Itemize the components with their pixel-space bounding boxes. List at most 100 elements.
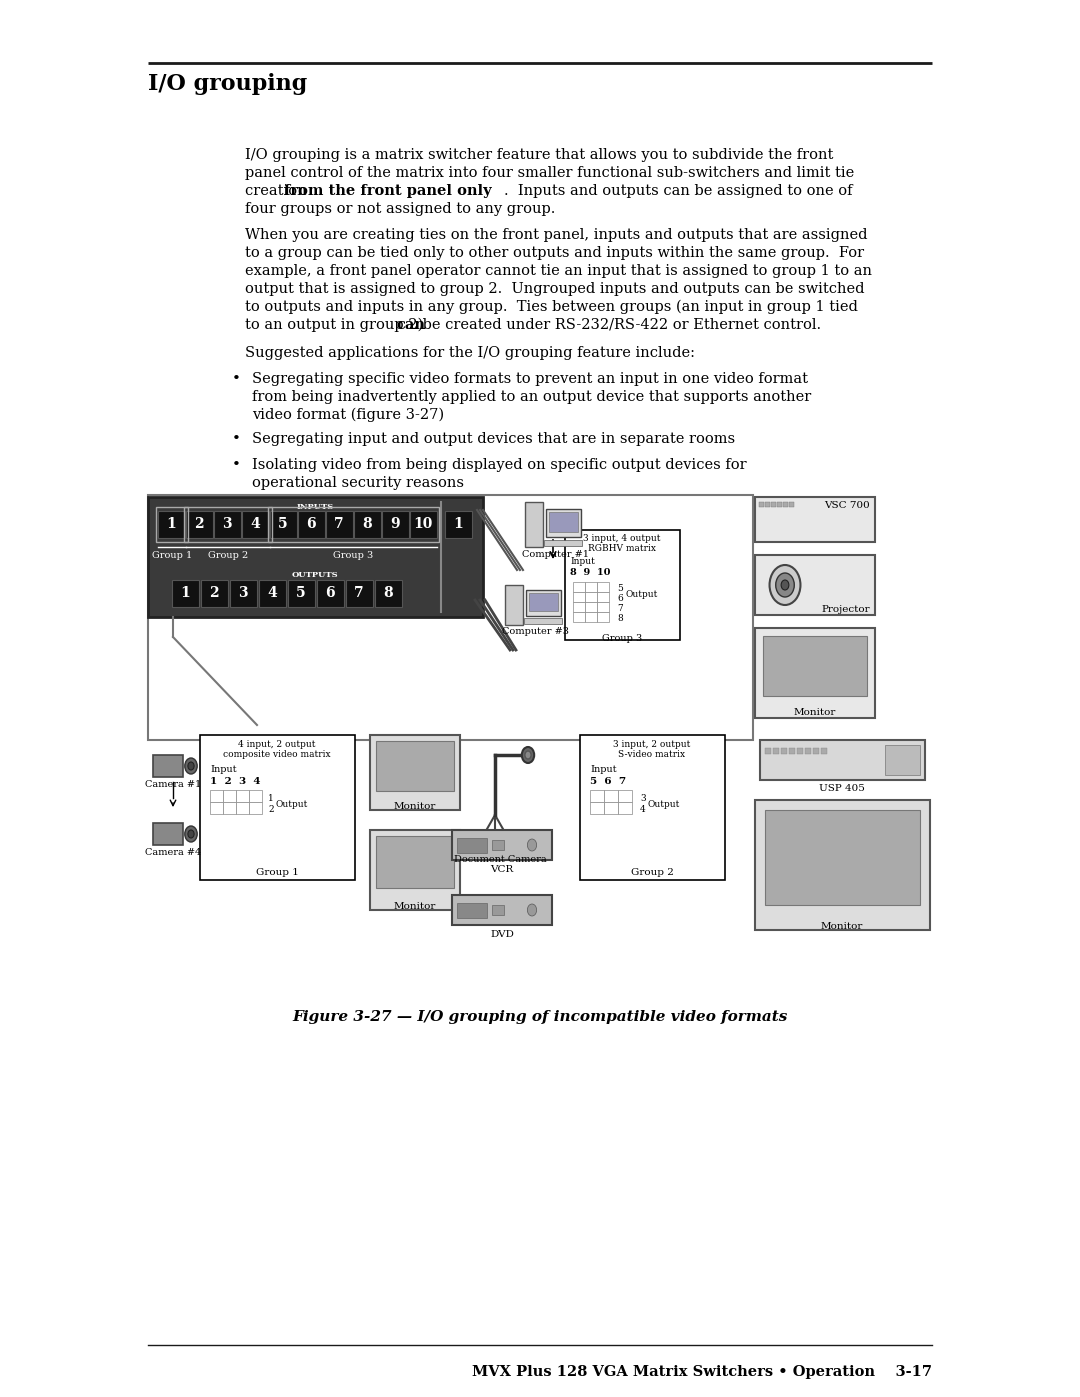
Text: operational security reasons: operational security reasons [252,476,464,490]
Text: 4 input, 2 output: 4 input, 2 output [239,740,315,749]
Text: Output: Output [648,800,680,809]
Bar [153,754,183,777]
Text: 1: 1 [180,585,190,599]
Bar [618,802,632,814]
Text: 3 input, 4 output: 3 input, 4 output [583,534,661,543]
Bar [573,612,585,622]
Bar [346,580,373,608]
Text: 3: 3 [222,517,232,531]
Bar [765,747,771,754]
Bar [375,580,402,608]
Bar [585,583,597,592]
Bar [597,612,609,622]
Bar [382,511,409,538]
Circle shape [188,830,194,838]
Bar [249,789,262,802]
Text: USP 405: USP 405 [819,784,865,793]
Bar [525,502,543,548]
Bar [597,583,609,592]
Text: 5: 5 [617,584,623,592]
Text: Group 3: Group 3 [333,550,373,560]
Bar [590,802,604,814]
Bar [585,612,597,622]
Text: •: • [232,432,241,446]
Text: Monitor: Monitor [394,902,436,911]
Text: VSC 700: VSC 700 [824,502,870,510]
Bar [156,507,188,542]
Text: .  Inputs and outputs can be assigned to one of: . Inputs and outputs can be assigned to … [504,184,852,198]
Text: output that is assigned to group 2.  Ungrouped inputs and outputs can be switche: output that is assigned to group 2. Ungr… [245,282,864,296]
Text: from being inadvertently applied to an output device that supports another: from being inadvertently applied to an o… [252,390,811,404]
Text: 3: 3 [239,585,247,599]
Text: 8: 8 [617,615,623,623]
Bar [242,511,269,538]
Bar [184,507,272,542]
Text: 6: 6 [325,585,335,599]
Bar [765,810,920,905]
Bar [789,747,795,754]
Text: 3: 3 [640,793,646,803]
Bar [755,555,875,615]
Circle shape [770,564,800,605]
Text: Figure 3-27 — I/O grouping of incompatible video formats: Figure 3-27 — I/O grouping of incompatib… [293,1010,787,1024]
Text: 4: 4 [267,585,276,599]
Bar [546,509,581,536]
Text: 6: 6 [617,594,623,604]
Text: Camera #4: Camera #4 [145,848,201,856]
Bar [783,502,788,507]
Bar [590,789,604,802]
Bar [214,511,241,538]
Bar [376,740,454,791]
Bar [760,740,924,780]
Bar [597,602,609,612]
Bar [573,602,585,612]
Bar [222,789,237,802]
Bar [453,895,552,925]
Text: •: • [232,458,241,472]
Bar [771,502,777,507]
Bar [326,511,353,538]
Text: 2: 2 [194,517,204,531]
Bar [270,511,297,538]
Bar [755,629,875,718]
Text: 1: 1 [454,517,463,531]
Circle shape [522,747,535,763]
Bar [885,745,920,775]
Bar [821,747,827,754]
Text: 1: 1 [166,517,176,531]
Bar [268,507,438,542]
Text: 5  6  7: 5 6 7 [590,777,626,787]
Bar [453,830,552,861]
Text: Group 2: Group 2 [631,868,674,877]
Circle shape [527,840,537,851]
Text: 3 input, 2 output: 3 input, 2 output [613,740,691,749]
Bar [573,592,585,602]
Text: to a group can be tied only to other outputs and inputs within the same group.  : to a group can be tied only to other out… [245,246,864,260]
Bar [789,502,794,507]
Bar [604,789,618,802]
Bar [230,580,257,608]
Bar [158,511,185,538]
Text: 6: 6 [307,517,315,531]
Circle shape [188,761,194,770]
Bar [549,511,578,532]
Text: Input: Input [590,766,617,774]
Bar [529,592,558,610]
Text: MVX Plus 128 VGA Matrix Switchers • Operation    3-17: MVX Plus 128 VGA Matrix Switchers • Oper… [472,1365,932,1379]
Text: •: • [232,372,241,386]
Text: 1  2  3  4: 1 2 3 4 [210,777,260,787]
Text: Isolating video from being displayed on specific output devices for: Isolating video from being displayed on … [252,458,746,472]
Bar [755,497,875,542]
Bar [237,789,249,802]
Bar [544,541,582,546]
Text: 2: 2 [268,805,273,814]
Bar [298,511,325,538]
Text: 8: 8 [362,517,372,531]
Bar [565,529,680,640]
Text: Projector: Projector [822,605,870,615]
Bar [773,747,779,754]
Bar [259,580,286,608]
Bar [580,735,725,880]
Bar [153,823,183,845]
Circle shape [527,904,537,916]
